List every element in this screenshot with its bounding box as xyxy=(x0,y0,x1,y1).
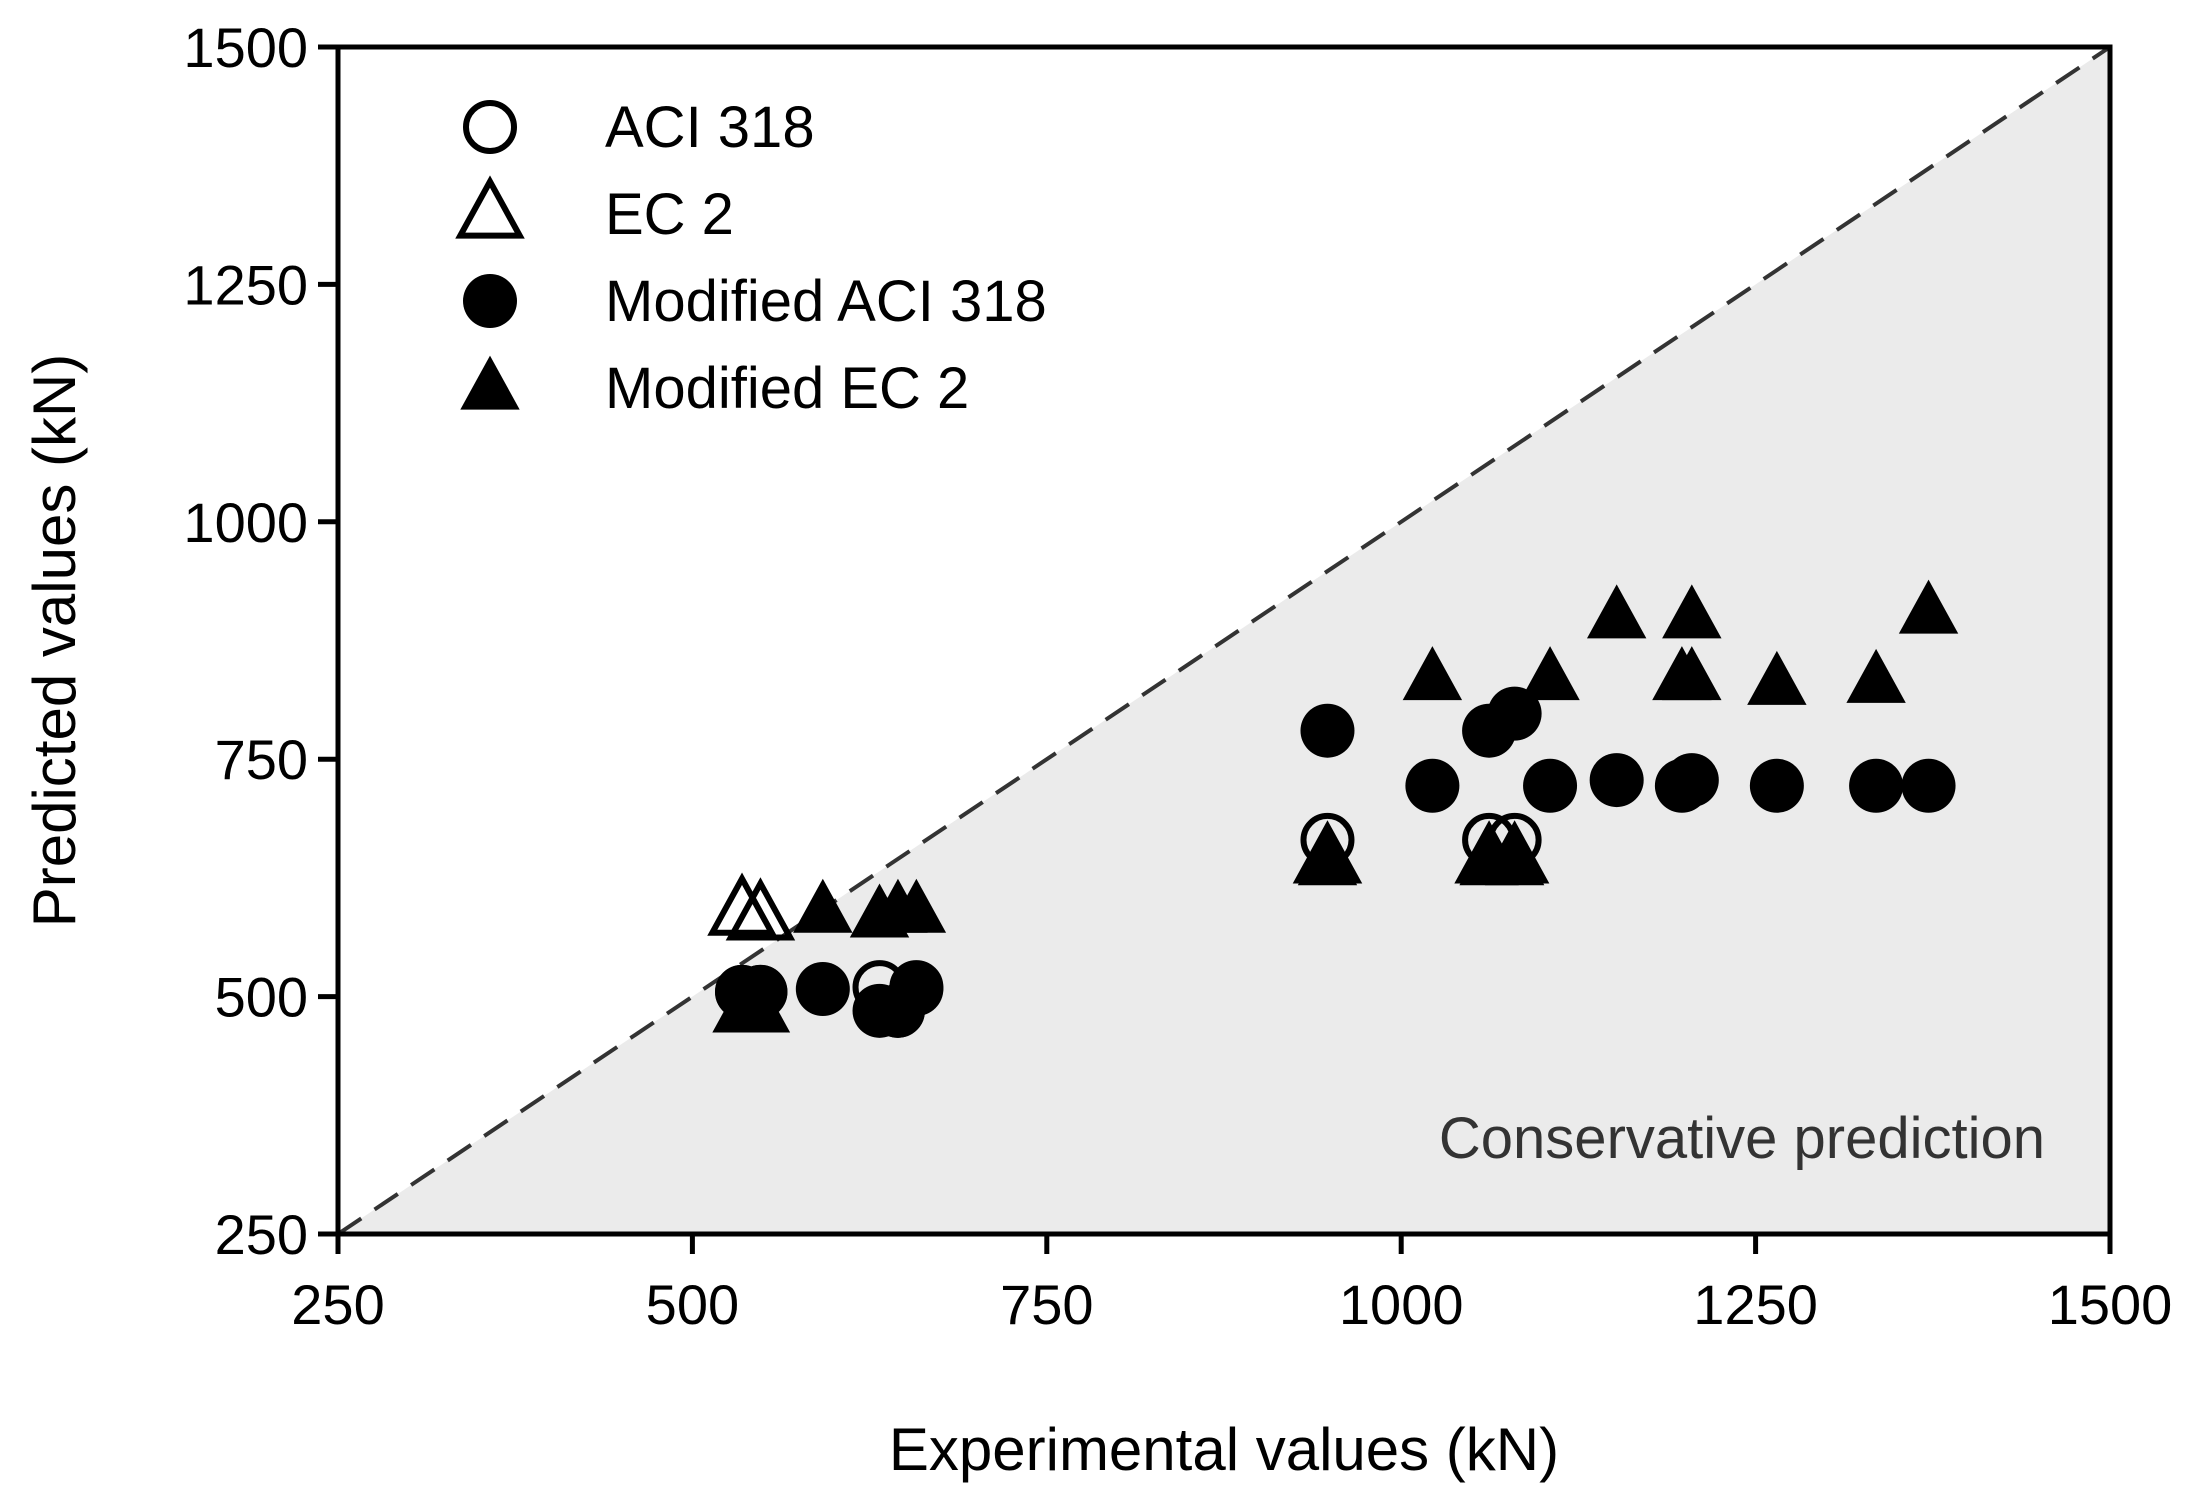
data-point xyxy=(1749,758,1804,813)
legend-label: EC 2 xyxy=(605,182,734,247)
reference-line-layer xyxy=(336,45,2112,1236)
ticks-layer: 250 500 750 1000 1250 1500 250 500 750 1000 1250 15… xyxy=(183,16,2172,1336)
x-axis-label: Experimental values (kN) xyxy=(889,1416,1559,1483)
data-point xyxy=(1300,703,1355,758)
legend-label: Modified EC 2 xyxy=(605,356,969,421)
data-point xyxy=(707,872,777,936)
legend: ACI 318 EC 2 Modified ACI 318 Modified EC 2 xyxy=(455,95,1047,421)
y-tick-label: 1500 xyxy=(183,16,308,79)
y-tick-label: 250 xyxy=(215,1203,308,1266)
y-tick-label: 1000 xyxy=(183,491,308,554)
legend-item: Modified ACI 318 xyxy=(463,269,1047,334)
data-point xyxy=(1898,579,1959,634)
data-point xyxy=(1402,646,1463,701)
legend-marker xyxy=(455,175,525,239)
axes-layer xyxy=(335,44,2113,1237)
legend-marker xyxy=(463,274,517,328)
data-point xyxy=(1586,584,1647,639)
x-tick-label: 500 xyxy=(646,1273,739,1336)
legend-marker xyxy=(460,355,520,410)
data-point xyxy=(725,877,796,941)
y-tick-label: 750 xyxy=(215,728,308,791)
x-tick-label: 1000 xyxy=(1339,1273,1464,1336)
legend-item: ACI 318 xyxy=(463,95,815,160)
data-point xyxy=(1747,650,1807,705)
data-point xyxy=(1520,646,1580,701)
x-tick-label: 250 xyxy=(291,1273,384,1336)
data-point xyxy=(1846,648,1906,703)
data-point xyxy=(793,878,853,933)
data-point xyxy=(1662,646,1722,701)
data-point xyxy=(730,978,791,1033)
reference-line xyxy=(336,45,2112,1236)
data-point xyxy=(889,962,944,1017)
data-points-layer xyxy=(707,579,1959,1038)
legend-item: Modified EC 2 xyxy=(460,355,969,421)
x-tick-label: 750 xyxy=(1000,1273,1093,1336)
legend-label: ACI 318 xyxy=(605,95,815,160)
data-point xyxy=(1849,758,1904,813)
data-point xyxy=(1405,758,1460,813)
x-tick-label: 1500 xyxy=(2048,1273,2173,1336)
y-tick-label: 500 xyxy=(215,966,308,1029)
legend-item: EC 2 xyxy=(455,175,734,247)
data-point xyxy=(1662,584,1722,639)
data-point xyxy=(886,878,947,933)
data-point xyxy=(1589,753,1644,808)
plot-frame xyxy=(335,44,2113,1237)
data-point xyxy=(1523,758,1578,813)
data-point xyxy=(1901,758,1956,813)
conservative-prediction-annotation: Conservative prediction xyxy=(1439,1106,2045,1171)
legend-marker xyxy=(463,100,517,154)
data-point xyxy=(795,962,850,1017)
data-point xyxy=(1664,753,1719,808)
x-tick-label: 1250 xyxy=(1693,1273,1818,1336)
y-tick-label: 1250 xyxy=(183,253,308,316)
y-axis-label: Predicted values (kN) xyxy=(21,354,88,928)
legend-label: Modified ACI 318 xyxy=(605,269,1047,334)
data-point xyxy=(1487,686,1542,741)
data-point xyxy=(1297,831,1358,886)
series-modified-ec-2 xyxy=(712,579,1959,1033)
data-point xyxy=(1484,831,1545,886)
